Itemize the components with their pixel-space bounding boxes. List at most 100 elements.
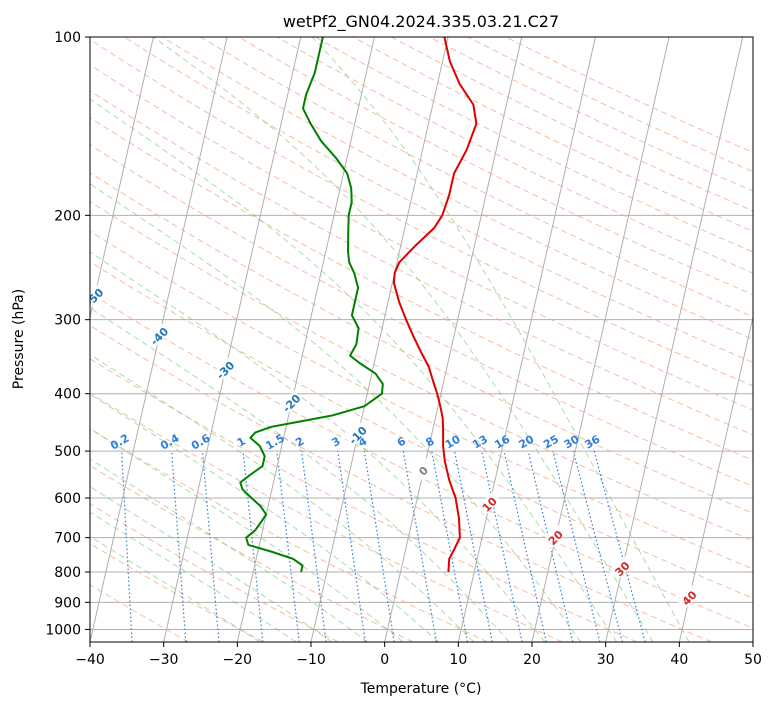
mixing-ratio-label: 36 [583,432,603,451]
x-axis-ticks: −40 −30 −20 −10 0 10 20 30 40 50 [75,642,762,668]
moist-adiabat-line [90,427,404,642]
isotherm-label: -60 [17,251,40,274]
dry-adiabat-line [90,230,753,570]
mixing-ratio-label: 1.5 [263,432,286,453]
dry-adiabat-line [162,37,753,340]
isotherm-line [678,314,753,642]
dry-adiabat-line [90,116,753,461]
mixing-ratio-line [453,450,493,642]
mixing-ratio-line [337,451,366,642]
moist-adiabat-line [90,353,475,642]
dry-adiabat-line [200,37,753,318]
isotherm-line [457,37,596,642]
mixing-ratio-line [431,450,469,642]
mixing-ratio-label: 8 [423,435,436,450]
mixing-ratio-label: 2 [293,435,306,450]
dry-adiabat-line [90,324,712,642]
dry-adiabat-line [90,503,339,642]
y-tick-label: 100 [54,30,81,46]
dry-adiabat-line [390,37,753,212]
dry-adiabat-line [90,144,753,487]
moist-adiabat-line [90,307,510,642]
isotherms [0,37,753,642]
mixing-ratio-line [171,451,187,642]
dry-adiabat-line [429,37,753,192]
mixing-ratio-line [527,450,574,642]
isotherm-label-bg [16,250,40,274]
dry-adiabat-line [90,465,414,642]
plot-area [0,37,753,642]
temperature-line [392,37,478,573]
y-tick-label: 700 [54,531,81,547]
isotherm-line [310,37,449,642]
isotherm-label-bg [542,524,567,549]
mixing-ratio-label: 10 [443,432,463,451]
x-tick-label: −30 [149,652,179,668]
isotherm-label-bg [278,390,303,415]
moist-adiabat-line [90,251,546,642]
isotherm-line [752,639,753,642]
dry-adiabat-line [238,37,753,296]
isotherm-line [384,37,523,642]
isotherm-label: -50 [83,286,106,309]
y-tick-label: 800 [54,565,81,581]
x-tick-label: 10 [449,652,467,668]
y-tick-label: 1000 [45,622,81,638]
mixing-ratio-line [301,451,327,642]
moist-adiabat-line [90,183,582,642]
y-tick-label: 200 [54,208,81,224]
dry-adiabat-line [505,37,753,154]
line-labels: 0.10.20.40.611.52346810131620253036-100-… [16,250,701,610]
mixing-ratio-label: 0.4 [158,431,182,452]
y-tick-label: 900 [54,595,81,611]
isotherm-line [531,37,670,642]
dry-adiabat-line [90,64,753,411]
isotherm-label: -20 [280,392,303,415]
isotherm-label-bg [345,422,370,447]
x-tick-label: 0 [380,652,389,668]
isotherm-label-bg [609,556,634,581]
mixing-ratio-label: 16 [492,432,512,451]
profile-series [239,37,478,573]
isotherm-line [236,37,375,642]
isotherm-line [605,37,744,642]
mixing-ratio-label: 6 [395,434,408,449]
x-tick-label: 50 [744,652,762,668]
grid-lines [90,37,753,630]
isotherm-label-bg [476,491,501,516]
dry-adiabats [90,37,753,642]
mixing-ratio-line [363,451,395,642]
dewpoint-line [239,37,384,573]
x-tick-label: −20 [223,652,253,668]
mixing-ratio-label: 0.2 [108,432,131,453]
isotherm-label-bg [212,357,237,382]
isotherm-label-bg [410,458,435,483]
x-axis-label: Temperature (°C) [360,681,482,697]
mixing-ratio-line [572,450,623,642]
moist-adiabat-line [90,486,333,642]
y-axis-label: Pressure (hPa) [11,289,27,389]
y-tick-label: 500 [54,444,81,460]
plot-frame [89,36,754,643]
x-tick-label: −10 [296,652,326,668]
dry-adiabat-line [90,261,753,599]
isotherm-line [90,37,154,320]
dry-adiabat-line [90,172,753,514]
mixing-ratio-line [276,451,300,642]
isotherm-label-bg [146,323,171,348]
y-tick-label: 400 [54,387,81,403]
mixing-ratio-label: 1 [235,435,248,450]
x-tick-label: 20 [523,652,541,668]
x-tick-label: −40 [75,652,105,668]
moist-adiabat-line [90,393,439,642]
moist-adiabat-line [311,37,690,642]
moist-adiabat-line [90,535,261,642]
isotherm-label: -40 [148,325,171,348]
moist-adiabat-line [153,37,654,642]
isotherm-line [0,37,6,642]
dry-adiabat-line [314,37,753,253]
moist-adiabat-line [90,98,618,642]
dry-adiabat-line [90,358,638,642]
y-tick-label: 600 [54,491,81,507]
